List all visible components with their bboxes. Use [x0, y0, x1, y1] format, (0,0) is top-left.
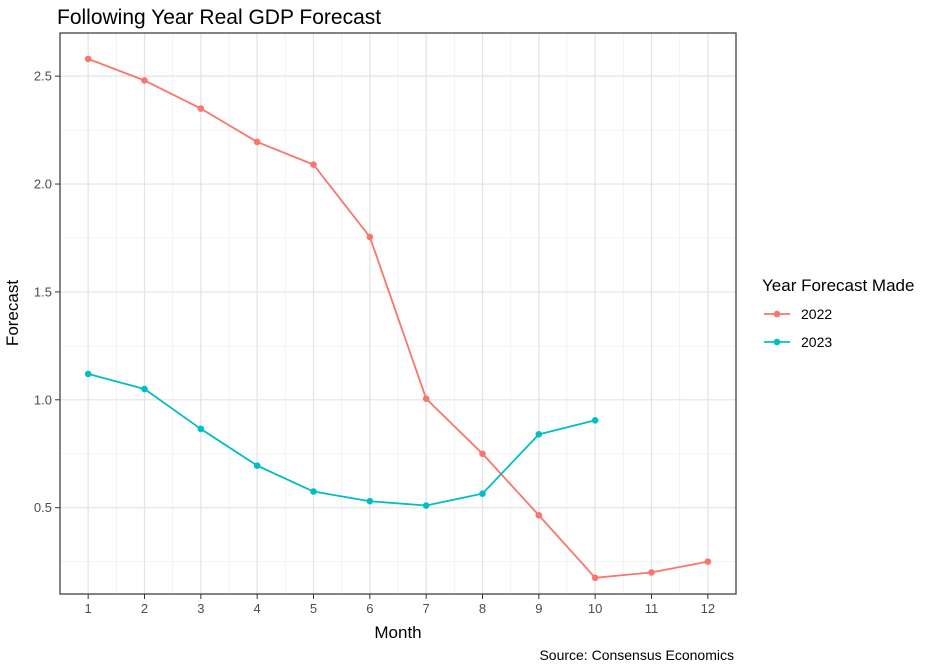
data-point-2022: [648, 569, 655, 576]
data-point-2022: [591, 574, 599, 582]
legend-title: Year Forecast Made: [762, 276, 914, 295]
y-tick-label: 2.0: [34, 177, 52, 192]
x-tick-label: 7: [423, 601, 430, 616]
data-point-2023: [253, 462, 261, 469]
y-tick-label: 1.5: [34, 284, 52, 299]
major-gridlines: [60, 33, 736, 594]
x-tick-label: 8: [479, 601, 486, 616]
x-tick-label: 10: [588, 601, 602, 616]
x-tick-label: 1: [85, 601, 92, 616]
data-point-2023: [84, 370, 92, 378]
x-tick-label: 12: [701, 601, 715, 616]
data-point-2023: [197, 425, 205, 433]
chart-title: Following Year Real GDP Forecast: [57, 6, 381, 29]
data-point-2023: [366, 497, 374, 505]
x-tick-label: 9: [535, 601, 542, 616]
data-point-2023: [535, 431, 543, 438]
y-tick-label: 2.5: [34, 69, 52, 84]
data-point-2022: [197, 105, 205, 112]
data-point-2023: [479, 490, 486, 497]
data-point-2022: [422, 395, 430, 403]
legend-label-2022: 2022: [801, 306, 832, 322]
data-point-2022: [366, 233, 374, 241]
source-caption: Source: Consensus Economics: [539, 647, 734, 663]
data-point-2022: [310, 161, 317, 168]
data-point-2022: [253, 138, 261, 146]
data-point-2023: [310, 488, 317, 495]
data-point-2023: [422, 502, 430, 509]
plot-border: [59, 32, 737, 595]
legend-items: 2022 2023: [764, 306, 832, 350]
x-tick-label: 4: [254, 601, 261, 616]
x-tick-label: 6: [366, 601, 373, 616]
data-point-2022: [84, 55, 92, 63]
legend-label-2023: 2023: [801, 334, 832, 350]
x-tick-label: 2: [141, 601, 148, 616]
series-line-2023: [87, 373, 596, 507]
x-tick-label: 5: [310, 601, 317, 616]
data-point-2022: [479, 450, 486, 458]
legend-key-point-2022: [773, 310, 781, 318]
legend: Year Forecast Made 2022 2023: [762, 276, 914, 350]
data-point-2023: [141, 385, 148, 393]
y-axis: 0.5 1.0 1.5 2.0 2.5: [34, 69, 60, 515]
series-layer: [84, 55, 712, 582]
data-point-2022: [535, 511, 543, 519]
minor-gridlines: [60, 33, 736, 594]
x-tick-label: 11: [645, 601, 659, 616]
x-tick-label: 3: [197, 601, 204, 616]
data-point-2022: [704, 558, 712, 565]
data-point-2023: [591, 417, 599, 424]
legend-key-point-2023: [773, 338, 781, 346]
y-tick-label: 0.5: [34, 500, 52, 515]
x-axis: 1 2 3 4 5 6 7 8 9 10 11 12: [85, 594, 715, 616]
series-line-2022: [87, 58, 708, 579]
x-axis-title: Month: [374, 623, 421, 642]
y-tick-label: 1.0: [34, 392, 52, 407]
y-axis-title: Forecast: [3, 280, 22, 346]
data-point-2022: [141, 77, 148, 84]
